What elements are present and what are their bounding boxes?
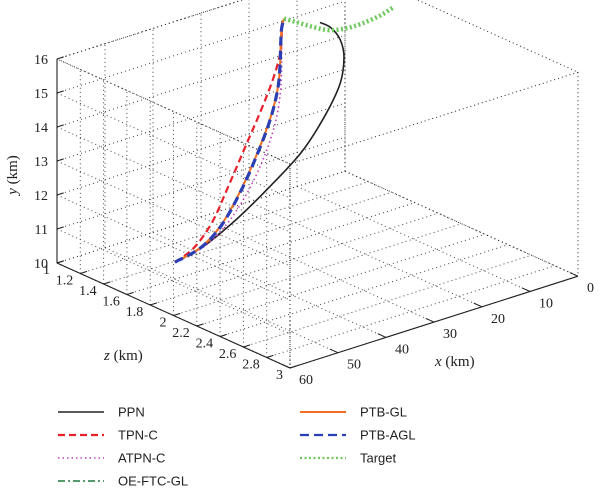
box-edge	[344, 170, 579, 277]
x-axis-label: x (km)	[434, 354, 475, 370]
legend-label: ATPN-C	[118, 451, 165, 466]
z-axis-ticks: 1 1.2 1.4 1.6 1.8 2 2.2 2.4 2.6 2.8 3	[43, 260, 297, 383]
x-tick-label: 10	[539, 297, 553, 312]
y-tick-mark	[56, 124, 64, 128]
z-tick-label: 1	[43, 263, 50, 278]
z-tick-label: 1.4	[79, 284, 97, 299]
x-tick-label: 20	[491, 312, 505, 327]
series-line-target	[283, 5, 395, 33]
gridline-z-floor	[243, 254, 532, 348]
z-tick-label: 2.6	[219, 347, 237, 362]
y-tick-mark	[56, 158, 64, 162]
y-axis-ticks: 10 11 12 13 14 15 16	[34, 53, 64, 272]
z-tick-mark	[126, 291, 134, 295]
x-axis-ticks: 0 10 20 30 40 50 60	[281, 272, 594, 388]
legend-label: PPN	[118, 405, 145, 420]
z-tick-mark	[219, 333, 227, 337]
z-tick-label: 2.8	[242, 358, 260, 373]
box-edge	[56, 0, 244, 60]
series-line-ptb-agl	[174, 18, 286, 264]
gridline-z-floor	[266, 265, 555, 358]
z-tick-mark	[80, 270, 88, 274]
gridline-z-floor	[173, 223, 462, 316]
z-tick-mark	[196, 323, 204, 327]
gridline-y-left	[56, 228, 291, 335]
x-tick-label: 50	[347, 358, 361, 373]
y-tick-label: 10	[34, 257, 48, 272]
x-tick-mark	[473, 302, 483, 308]
gridline-x-floor	[200, 216, 435, 323]
gridline-y-left	[56, 160, 291, 267]
y-tick-mark	[56, 192, 64, 196]
x-tick-label: 60	[299, 373, 313, 388]
legend-label: TPN-C	[118, 428, 158, 443]
gridline-z-floor	[196, 233, 485, 327]
series-line-atpn-c	[174, 18, 285, 263]
z-tick-label: 2	[160, 316, 167, 331]
x-tick-mark	[329, 348, 339, 354]
box-edge	[56, 58, 291, 165]
gridline-z-floor	[150, 212, 439, 306]
legend: PPN TPN-C ATPN-C OE-FTC-GL PTB-GL PTB-AGL Targ…	[58, 405, 416, 489]
y-tick-mark	[56, 56, 64, 60]
y-tick-mark	[56, 90, 64, 94]
y-tick-label: 11	[35, 223, 48, 238]
z-tick-mark	[56, 260, 64, 264]
y-axis-label: y (km)	[5, 155, 21, 197]
x-tick-label: 0	[587, 281, 594, 296]
x-tick-mark	[377, 333, 387, 338]
legend-label: Target	[360, 451, 397, 466]
z-tick-label: 2.2	[172, 326, 190, 341]
z-tick-label: 1.2	[56, 274, 74, 289]
y-tick-label: 14	[34, 121, 48, 136]
z-tick-mark	[103, 281, 111, 285]
gridline-y-back	[56, 0, 244, 60]
gridline-y-left	[56, 194, 291, 301]
y-tick-label: 15	[34, 87, 48, 102]
x-tick-label: 40	[395, 342, 409, 357]
gridline-y-left	[56, 126, 291, 233]
series-lines	[174, 5, 395, 264]
gridline-x-floor	[296, 186, 531, 292]
z-tick-mark	[289, 365, 297, 369]
gridline-x-floor	[344, 170, 579, 277]
y-tick-label: 12	[34, 189, 48, 204]
gridline-x-floor	[104, 247, 339, 354]
gridline-y-back	[56, 68, 346, 162]
z-tick-mark	[173, 312, 181, 316]
x-tick-mark	[521, 287, 531, 292]
legend-label: PTB-GL	[360, 405, 407, 420]
x-tick-mark	[425, 317, 435, 323]
gridline-x-floor	[152, 231, 387, 338]
z-tick-label: 1.6	[102, 295, 120, 310]
gridline-y-left	[56, 92, 291, 199]
z-tick-mark	[150, 302, 158, 306]
x-tick-label: 30	[443, 327, 457, 342]
y-tick-mark	[56, 226, 64, 230]
legend-label: OE-FTC-GL	[118, 474, 188, 489]
series-line-ppn	[174, 21, 345, 263]
y-tick-label: 16	[34, 53, 48, 68]
x-tick-mark	[281, 363, 291, 369]
box-edge	[416, 0, 579, 73]
z-tick-label: 1.8	[126, 305, 144, 320]
z-axis-label: z (km)	[103, 348, 143, 364]
z-tick-label: 2.4	[196, 337, 214, 352]
y-tick-label: 13	[34, 155, 48, 170]
z-tick-mark	[266, 354, 274, 358]
gridline-x-floor	[248, 201, 483, 308]
x-tick-mark	[569, 272, 579, 277]
legend-label: PTB-AGL	[360, 428, 416, 443]
z-tick-mark	[243, 344, 251, 348]
z-tick-label: 3	[276, 368, 283, 383]
box-edge	[289, 71, 579, 165]
